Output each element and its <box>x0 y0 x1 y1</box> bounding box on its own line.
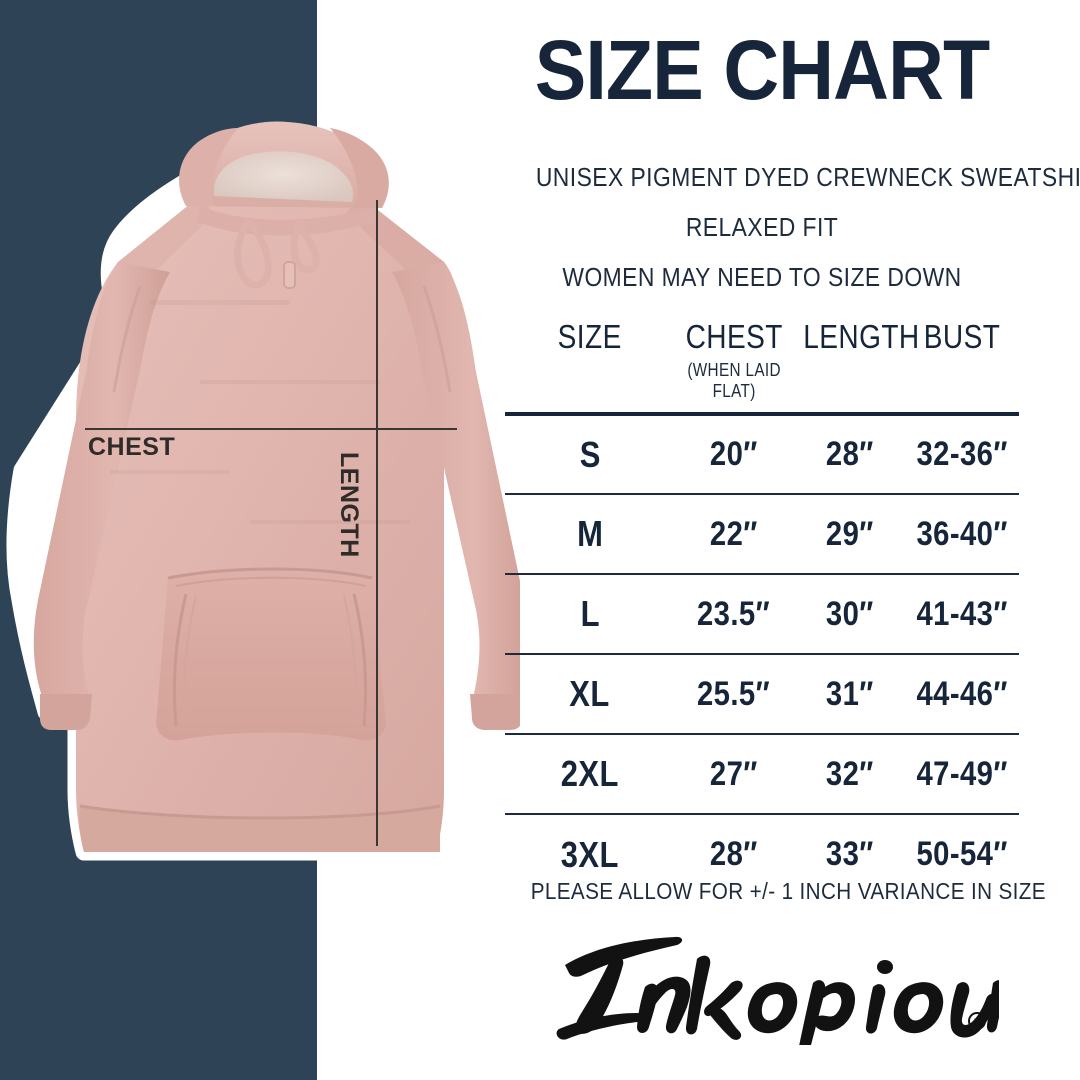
cell-bust: 47-49″ <box>905 733 1019 814</box>
variance-footnote: PLEASE ALLOW FOR +/- 1 INCH VARIANCE IN … <box>530 878 1046 904</box>
hoodie-illustration <box>6 121 520 861</box>
header-note-spacer-right <box>906 360 1019 414</box>
cell-length: 28″ <box>792 412 906 494</box>
hood-left-roll <box>179 128 238 206</box>
column-header-chest: CHEST <box>685 318 783 355</box>
cell-size: 2XL <box>505 733 675 814</box>
table-row: 2XL 27″ 32″ 47-49″ <box>505 733 1019 814</box>
hood-drawstrings <box>234 218 320 289</box>
column-header-size: SIZE <box>557 318 622 355</box>
table-header-row: SIZE CHEST LENGTH BUST <box>505 318 1019 360</box>
subtitle-advice: WOMEN MAY NEED TO SIZE DOWN <box>562 262 962 292</box>
cell-bust: 32-36″ <box>905 412 1019 494</box>
hoodie-left-sleeve <box>33 262 170 702</box>
subtitle-fit: RELAXED FIT <box>685 212 839 242</box>
length-measure-line <box>376 200 378 846</box>
cell-size: S <box>505 412 675 494</box>
cell-chest: 23.5″ <box>674 573 793 654</box>
cell-bust: 41-43″ <box>905 573 1019 654</box>
cell-length: 29″ <box>792 493 906 574</box>
inkopious-wordmark: R <box>556 936 999 1045</box>
brand-logo: R <box>525 925 999 1045</box>
cell-length: 31″ <box>792 653 906 734</box>
hood-liner <box>213 151 354 202</box>
size-table: SIZE CHEST LENGTH BUST (WHEN LAID FLAT) <box>505 318 1019 894</box>
kangaroo-pocket <box>156 569 386 741</box>
cell-chest: 22″ <box>674 493 793 574</box>
table-row: L 23.5″ 30″ 41-43″ <box>505 573 1019 654</box>
cell-chest: 28″ <box>674 813 793 894</box>
chest-measure-line <box>85 428 457 430</box>
cell-chest: 25.5″ <box>674 653 793 734</box>
cell-length: 30″ <box>792 573 906 654</box>
cell-length: 32″ <box>792 733 906 814</box>
header-note-spacer-left <box>505 360 675 414</box>
cell-size: XL <box>505 653 675 734</box>
hoodie-hem <box>79 806 440 852</box>
column-header-bust: BUST <box>924 318 1001 355</box>
cell-bust: 44-46″ <box>905 653 1019 734</box>
table-header-note-row: (WHEN LAID FLAT) <box>505 360 1019 414</box>
header-note-spacer-mid <box>793 360 906 414</box>
size-table-body: S 20″ 28″ 32-36″ M 22″ 29″ 36-40″ L 23.5… <box>505 412 1019 894</box>
cell-size: L <box>505 573 675 654</box>
cell-chest: 27″ <box>674 733 793 814</box>
cell-size: M <box>505 493 675 574</box>
hood-right-roll <box>330 128 389 208</box>
subtitle-product: UNISEX PIGMENT DYED CREWNECK SWEATSHIRT <box>535 162 1080 192</box>
table-row: S 20″ 28″ 32-36″ <box>505 412 1019 494</box>
registered-trademark-symbol: R <box>974 1017 981 1027</box>
length-measure-label: LENGTH <box>335 452 363 558</box>
cell-size: 3XL <box>505 813 675 894</box>
size-table-wrapper: SIZE CHEST LENGTH BUST (WHEN LAID FLAT) <box>505 318 1019 894</box>
cell-bust: 50-54″ <box>905 813 1019 894</box>
chart-column: SIZE CHART UNISEX PIGMENT DYED CREWNECK … <box>505 0 1080 1080</box>
column-header-length: LENGTH <box>803 318 920 355</box>
table-row: M 22″ 29″ 36-40″ <box>505 493 1019 574</box>
table-row: XL 25.5″ 31″ 44-46″ <box>505 653 1019 734</box>
page-title: SIZE CHART <box>534 23 990 117</box>
product-photo: CHEST LENGTH <box>0 0 520 1080</box>
cell-length: 33″ <box>792 813 906 894</box>
cell-chest: 20″ <box>674 412 793 494</box>
header-note-when-laid-flat: (WHEN LAID FLAT) <box>686 360 781 401</box>
cell-bust: 36-40″ <box>905 493 1019 574</box>
table-row: 3XL 28″ 33″ 50-54″ <box>505 813 1019 894</box>
drawstring-aglet <box>283 261 296 289</box>
chest-measure-label: CHEST <box>88 433 176 461</box>
hoodie-right-sleeve <box>392 262 520 702</box>
